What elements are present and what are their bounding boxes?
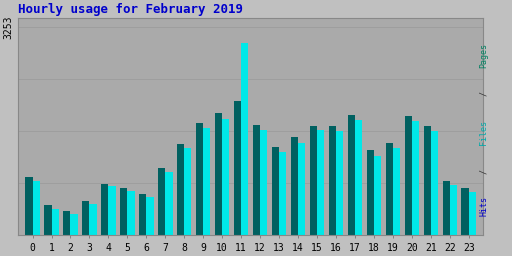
Text: /: /: [479, 87, 488, 101]
Text: Pages: Pages: [479, 42, 488, 68]
Bar: [253, 125, 260, 235]
Bar: [241, 43, 248, 235]
Bar: [165, 172, 173, 235]
Bar: [355, 120, 362, 235]
Bar: [109, 186, 116, 235]
Bar: [215, 113, 222, 235]
Bar: [404, 116, 412, 235]
Bar: [101, 184, 109, 235]
Bar: [82, 201, 90, 235]
Bar: [71, 215, 78, 235]
Bar: [127, 191, 135, 235]
Bar: [298, 143, 305, 235]
Bar: [26, 177, 33, 235]
Bar: [329, 126, 336, 235]
Bar: [45, 206, 52, 235]
Bar: [279, 152, 286, 235]
Bar: [393, 148, 400, 235]
Bar: [386, 143, 393, 235]
Bar: [184, 148, 191, 235]
Bar: [234, 101, 241, 235]
Bar: [336, 131, 343, 235]
Text: Hits: Hits: [479, 196, 488, 216]
Bar: [196, 123, 203, 235]
Bar: [260, 130, 267, 235]
Bar: [461, 188, 468, 235]
Bar: [450, 185, 457, 235]
Bar: [222, 119, 229, 235]
Bar: [348, 115, 355, 235]
Bar: [139, 194, 146, 235]
Bar: [431, 131, 438, 235]
Bar: [310, 126, 317, 235]
Bar: [120, 188, 127, 235]
Bar: [146, 197, 154, 235]
Bar: [423, 126, 431, 235]
Bar: [63, 211, 71, 235]
Bar: [158, 168, 165, 235]
Bar: [317, 130, 324, 235]
Bar: [177, 144, 184, 235]
Text: Hourly usage for February 2019: Hourly usage for February 2019: [18, 4, 243, 16]
Bar: [33, 181, 40, 235]
Bar: [412, 121, 419, 235]
Bar: [291, 137, 298, 235]
Text: Files: Files: [479, 120, 488, 145]
Bar: [203, 128, 210, 235]
Bar: [468, 192, 476, 235]
Bar: [374, 156, 381, 235]
Bar: [367, 150, 374, 235]
Bar: [90, 204, 97, 235]
Text: /: /: [479, 164, 488, 179]
Bar: [442, 181, 450, 235]
Bar: [52, 209, 59, 235]
Bar: [272, 147, 279, 235]
